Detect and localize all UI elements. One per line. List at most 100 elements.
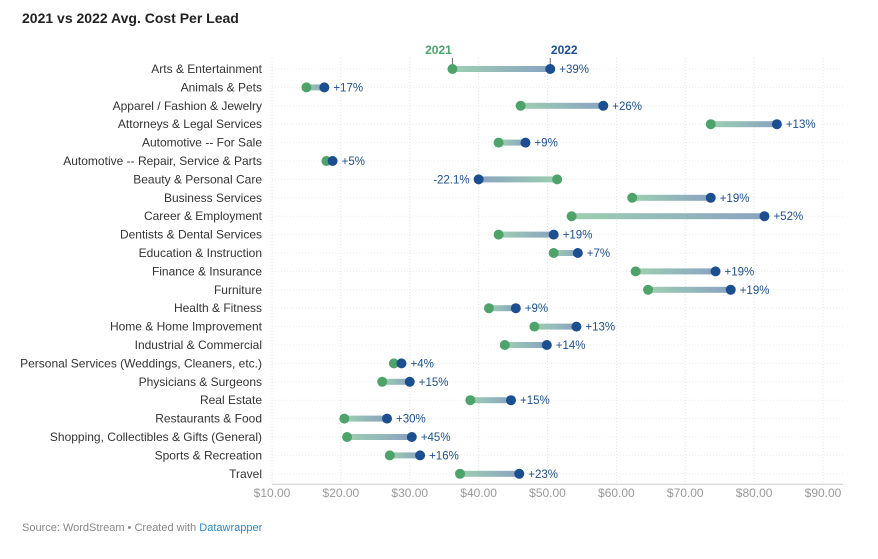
category-label: Business Services [164,191,262,205]
dot-2022 [710,266,721,277]
change-label: +19% [740,285,770,297]
x-axis-ticks: $10.00 $20.00 $30.00 $40.00 $50.00 $60.00 $70.… [254,486,842,500]
change-label: +52% [773,211,803,223]
category-label: Shopping, Collectibles & Gifts (General) [50,430,262,444]
dot-2022 [510,303,521,314]
dot-2021 [566,211,577,222]
row: Real Estate +15% [200,393,550,407]
dot-2022 [598,100,609,111]
range-bar [382,378,410,385]
legend-2021: 2021 [425,43,452,57]
category-label: Sports & Recreation [155,448,262,462]
category-label: Industrial & Commercial [135,338,262,352]
category-label: Attorneys & Legal Services [118,117,262,131]
dot-2021 [515,100,526,111]
dot-2022 [705,192,716,203]
dot-2022 [725,284,736,295]
range-bar [571,213,765,220]
range-bar [478,176,558,183]
dot-2022 [771,119,782,130]
row: Travel +23% [229,467,558,481]
x-tick-label: $60.00 [598,486,635,500]
category-label: Animals & Pets [181,80,262,94]
range-bar [520,102,604,109]
change-label: +9% [534,138,557,150]
range-bar [347,434,412,440]
change-label: +19% [725,266,755,278]
row: Animals & Pets +17% [181,80,363,94]
change-label: +45% [421,432,451,444]
range-bar [460,470,520,477]
change-label: +15% [520,395,550,407]
datawrapper-link[interactable]: Datawrapper [199,522,263,534]
change-label: +9% [525,303,548,315]
range-bar [710,121,777,128]
dot-2021 [499,340,510,350]
range-bar [344,415,388,422]
dot-2022 [382,413,393,424]
category-label: Real Estate [200,393,262,407]
change-label: +16% [429,450,459,462]
footer: Source: WordStream • Created with Datawr… [22,522,262,534]
dot-2022 [571,321,582,332]
legend-2022: 2022 [551,43,578,57]
change-label: +26% [612,101,642,113]
dot-2022 [404,376,415,387]
dot-2021 [388,358,399,369]
category-label: Home & Home Improvement [110,320,263,334]
change-label: +39% [559,64,589,76]
range-bar [498,231,554,238]
range-bar [488,305,516,312]
category-label: Travel [229,467,262,481]
row: Shopping, Collectibles & Gifts (General)… [50,430,451,444]
rows-layer: Arts & Entertainment +39% Animals & Pets +1… [20,62,815,481]
change-label: +23% [528,469,558,481]
dot-2021 [483,303,494,314]
row: Apparel / Fashion & Jewelry +26% [113,99,642,113]
category-label: Personal Services (Weddings, Cleaners, e… [20,356,262,370]
dot-2022 [505,395,516,406]
category-label: Arts & Entertainment [151,62,262,76]
change-label: +19% [720,193,750,205]
x-tick-label: $10.00 [254,486,291,500]
category-label: Health & Fitness [174,301,262,315]
change-label: -22.1% [433,174,469,186]
dot-2021 [465,395,476,406]
row: Restaurants & Food +30% [155,412,425,426]
row: Beauty & Personal Care -22.1% [133,172,563,186]
change-label: +13% [585,322,615,334]
x-tick-label: $50.00 [529,486,566,500]
dot-2021 [339,413,350,424]
category-label: Dentists & Dental Services [120,228,262,242]
dot-2022 [541,340,552,350]
row: Physicians & Surgeons +15% [139,375,449,389]
x-tick-label: $40.00 [460,486,497,500]
change-label: +5% [342,156,365,168]
row: Home & Home Improvement +13% [110,320,615,334]
dot-2022 [396,358,407,369]
row: Industrial & Commercial +14% [135,338,586,352]
dot-2022 [473,174,484,185]
dot-2022 [415,450,426,461]
range-bar [553,250,578,256]
change-label: +30% [396,414,426,426]
range-bar [534,323,577,330]
x-tick-label: $70.00 [667,486,704,500]
dot-2022 [514,468,525,479]
dot-2021 [705,119,716,130]
dot-2021 [342,432,353,442]
row: Business Services +19% [164,191,750,205]
legend: 2021 2022 [425,43,578,65]
x-tick-label: $30.00 [391,486,428,500]
range-bar [470,397,511,404]
range-bar [648,286,731,293]
category-label: Beauty & Personal Care [133,172,262,186]
category-label: Apparel / Fashion & Jewelry [113,99,262,113]
row: Dentists & Dental Services +19% [120,228,592,242]
dot-2022 [406,432,417,442]
category-label: Furniture [214,283,262,297]
dot-2021 [630,266,641,277]
dot-2022 [572,248,583,258]
dot-2021 [493,229,504,240]
